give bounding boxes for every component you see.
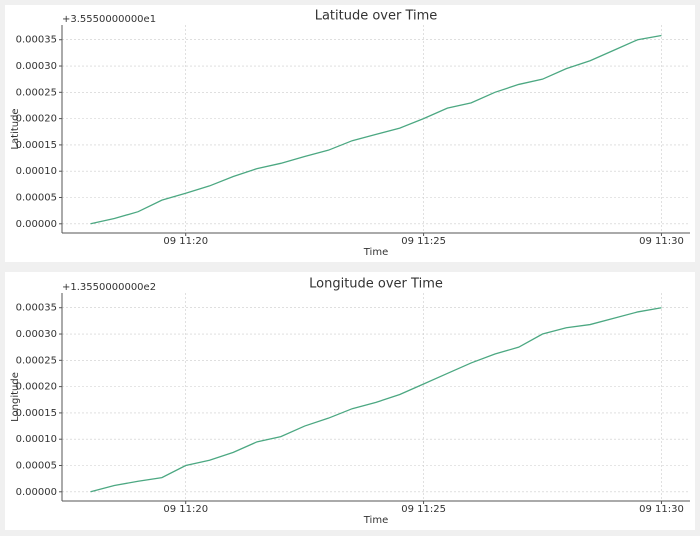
x-axis-label: Time [363,515,388,526]
x-axis-label: Time [363,247,388,258]
y-tick-label: 0.00020 [16,382,57,393]
y-tick-label: 0.00030 [16,329,57,340]
y-tick-label: 0.00025 [16,87,57,98]
y-tick-label: 0.00035 [16,35,57,46]
chart-title: Longitude over Time [309,277,443,292]
x-tick-label: 09 11:30 [639,236,684,247]
x-tick-label: 09 11:30 [639,504,684,515]
y-tick-label: 0.00015 [16,140,57,151]
offset-text: +3.5550000000e1 [62,14,156,25]
y-tick-label: 0.00000 [16,219,57,230]
y-tick-label: 0.00010 [16,434,57,445]
y-tick-label: 0.00030 [16,61,57,72]
y-axis-label: Longitude [10,372,21,422]
panel [5,272,695,530]
x-tick-label: 09 11:20 [163,236,208,247]
x-tick-label: 09 11:20 [163,504,208,515]
offset-text: +1.3550000000e2 [62,282,156,293]
y-tick-label: 0.00005 [16,193,57,204]
x-tick-label: 09 11:25 [401,504,446,515]
y-axis-label: Latitude [10,108,21,149]
y-tick-label: 0.00020 [16,114,57,125]
panel [5,5,695,262]
x-tick-label: 09 11:25 [401,236,446,247]
y-tick-label: 0.00035 [16,303,57,314]
y-tick-label: 0.00005 [16,461,57,472]
chart-title: Latitude over Time [315,9,438,24]
data-line [90,34,662,225]
data-line [90,307,662,493]
y-tick-label: 0.00025 [16,355,57,366]
y-tick-label: 0.00015 [16,408,57,419]
y-tick-label: 0.00000 [16,487,57,498]
y-tick-label: 0.00010 [16,166,57,177]
